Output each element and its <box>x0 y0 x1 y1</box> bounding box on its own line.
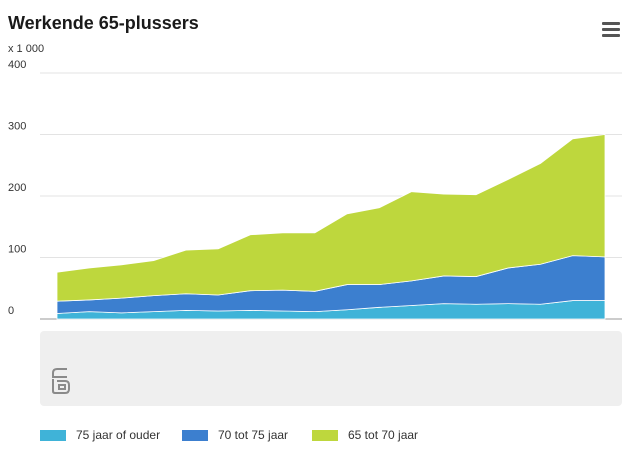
y-tick-label: 0 <box>8 305 14 317</box>
cbs-logo-icon <box>52 368 70 394</box>
area-series-3[interactable] <box>56 134 606 302</box>
unit-label: x 1 000 <box>8 43 45 55</box>
hamburger-menu-icon[interactable] <box>600 20 622 38</box>
legend-swatch <box>182 429 208 441</box>
legend-label: 65 tot 70 jaar <box>348 428 419 442</box>
legend-item[interactable]: 65 tot 70 jaar <box>312 428 418 442</box>
y-tick-label: 100 <box>8 244 26 256</box>
legend-swatch <box>312 429 338 441</box>
chart-title: Werkende 65-plussers <box>8 13 199 33</box>
x-axis-panel <box>40 331 622 406</box>
legend-label: 70 tot 75 jaar <box>218 428 289 442</box>
y-tick-label: 400 <box>8 59 26 71</box>
y-tick-label: 200 <box>8 182 26 194</box>
legend-item[interactable]: 75 jaar of ouder <box>40 428 160 442</box>
legend-label: 75 jaar of ouder <box>76 428 161 442</box>
legend-item[interactable]: 70 tot 75 jaar <box>182 428 288 442</box>
legend-swatch <box>40 429 66 441</box>
y-tick-label: 300 <box>8 121 26 133</box>
